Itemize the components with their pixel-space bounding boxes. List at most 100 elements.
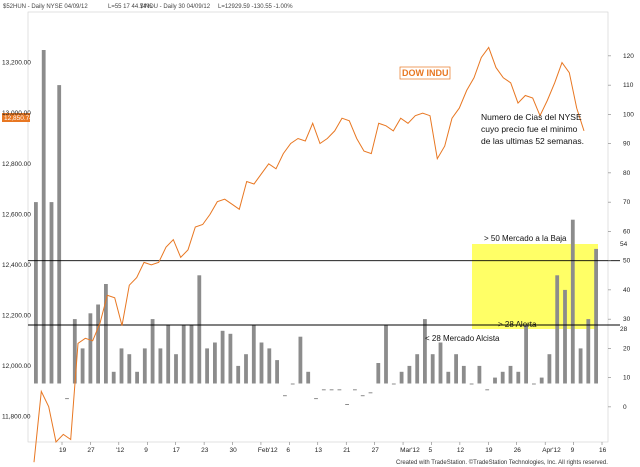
hun-bar: [469, 383, 474, 385]
right-tick-label: 110: [623, 82, 634, 89]
hun-bar: [391, 383, 396, 385]
x-tick-label: 9: [144, 447, 148, 454]
right-tick-label: 50: [623, 258, 631, 265]
hun-bar: [65, 398, 69, 400]
hun-bar: [228, 333, 233, 384]
hun-bars: [34, 50, 598, 405]
hun-bar: [267, 348, 272, 384]
note-line-2: cuyo precio fue el minimo: [481, 124, 578, 134]
hun-bar: [290, 383, 295, 385]
x-tick-label: 21: [343, 447, 351, 454]
upper-threshold-label: > 50 Mercado a la Baja: [484, 234, 567, 243]
hun-bar: [104, 284, 108, 384]
x-tick-label: 19: [485, 447, 493, 454]
hun-bar: [181, 325, 186, 384]
right-tick-label: 30: [623, 316, 631, 323]
x-tick-label: Apr'12: [542, 447, 561, 454]
hun-bar: [594, 248, 598, 384]
hun-bar: [41, 50, 46, 384]
hun-bar: [563, 289, 567, 384]
dow-label-box: [399, 66, 451, 80]
hun-bar: [578, 348, 583, 384]
hun-bar: [423, 319, 427, 384]
x-tick-label: Feb'12: [258, 447, 278, 454]
hun-bar: [111, 371, 116, 384]
hun-bar: [446, 371, 451, 384]
hun-bar: [539, 377, 544, 384]
hun-bar: [524, 325, 528, 384]
hun-bar: [57, 85, 62, 384]
hun-bar: [166, 325, 171, 384]
price-tag: [2, 113, 30, 122]
hun-bar: [244, 354, 248, 384]
x-tick-label: Mar'12: [400, 447, 420, 454]
hun-bar: [415, 354, 420, 384]
right-tick-label: 100: [623, 111, 634, 118]
x-tick-label: 30: [230, 447, 238, 454]
hun-bar: [306, 371, 311, 384]
dow-label: DOW INDU: [402, 68, 449, 78]
left-tick-label: 12,600.00: [2, 211, 31, 218]
hun-bar: [158, 348, 163, 384]
hun-bar: [135, 371, 139, 384]
left-tick-label: 13,000.00: [2, 110, 31, 117]
hun-bar: [353, 389, 357, 391]
left-tick-label: 12,800.00: [2, 161, 31, 168]
right-tick-label: 40: [623, 287, 631, 294]
header-symbol: $52HUN - Daily NYSE 04/09/12: [3, 4, 88, 10]
x-tick-label: 12: [457, 447, 465, 454]
hun-bar: [298, 336, 303, 384]
right-tick-label: 80: [623, 170, 631, 177]
left-tick-label: 12,000.00: [2, 363, 31, 370]
left-tick-label: 11,800.00: [2, 414, 31, 421]
x-tick-label: 16: [599, 447, 607, 454]
right-tick-label: 20: [623, 345, 631, 352]
x-tick-label: 17: [173, 447, 181, 454]
hun-bar: [127, 354, 132, 384]
right-axis: 0 10 20 30 40 50 60 70 80 90 100 110 120: [608, 53, 634, 411]
right-tick-label: 0: [623, 404, 627, 411]
hun-bar: [547, 354, 552, 384]
note-line-1: Numero de Cias del NYSE: [481, 112, 582, 122]
hun-bar: [461, 365, 466, 384]
header-dow-stats: L=12929.59 -130.55 -1.00%: [218, 4, 293, 10]
x-tick-label: 26: [514, 447, 522, 454]
right-tick-label: 90: [623, 141, 631, 148]
hun-bar: [508, 365, 513, 384]
right-tick-label: 120: [623, 53, 634, 60]
hun-bar: [516, 371, 521, 384]
hun-bar: [321, 389, 326, 391]
x-tick-label: 5: [429, 447, 433, 454]
hun-bar: [345, 404, 349, 405]
hun-bar: [384, 325, 388, 384]
hun-bar: [438, 342, 443, 384]
footer-credit: Created with TradeStation. ©TradeStation…: [396, 459, 608, 466]
upper-threshold-value: 54: [620, 241, 628, 248]
left-tick-label: 12,200.00: [2, 313, 31, 320]
warning-zone: [472, 244, 598, 329]
hun-bar: [72, 319, 77, 384]
x-tick-label: 13: [315, 447, 323, 454]
hun-bar: [150, 319, 155, 384]
right-tick-label: 60: [623, 228, 631, 235]
x-axis: 19 27 '12 9 17 23 30 Feb'12 6 13 21 27 Mar'12 5 12 19 26…: [59, 442, 607, 454]
hun-bar: [500, 371, 505, 384]
hun-bar: [213, 342, 217, 384]
hun-bar: [197, 275, 202, 384]
x-tick-label: 9: [571, 447, 575, 454]
right-tick-label: 10: [623, 375, 631, 382]
hun-bar: [532, 383, 536, 385]
hun-bar: [360, 395, 365, 397]
hun-bar: [314, 398, 318, 400]
header-dow: $INDU - Daily 30 04/09/12: [140, 4, 211, 10]
price-tag-label: 12,850.74: [4, 115, 33, 122]
lower-threshold-label: < 28 Mercado Alcista: [425, 334, 500, 343]
hun-bar: [555, 275, 560, 384]
hun-bar: [96, 304, 100, 384]
hun-bar: [174, 354, 178, 384]
hun-bar: [570, 219, 575, 384]
hun-bar: [220, 330, 225, 384]
hun-bar: [329, 389, 334, 391]
hun-bar: [251, 325, 256, 384]
